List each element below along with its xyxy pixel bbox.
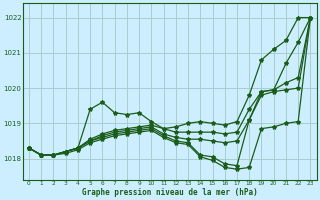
X-axis label: Graphe pression niveau de la mer (hPa): Graphe pression niveau de la mer (hPa) bbox=[82, 188, 258, 197]
